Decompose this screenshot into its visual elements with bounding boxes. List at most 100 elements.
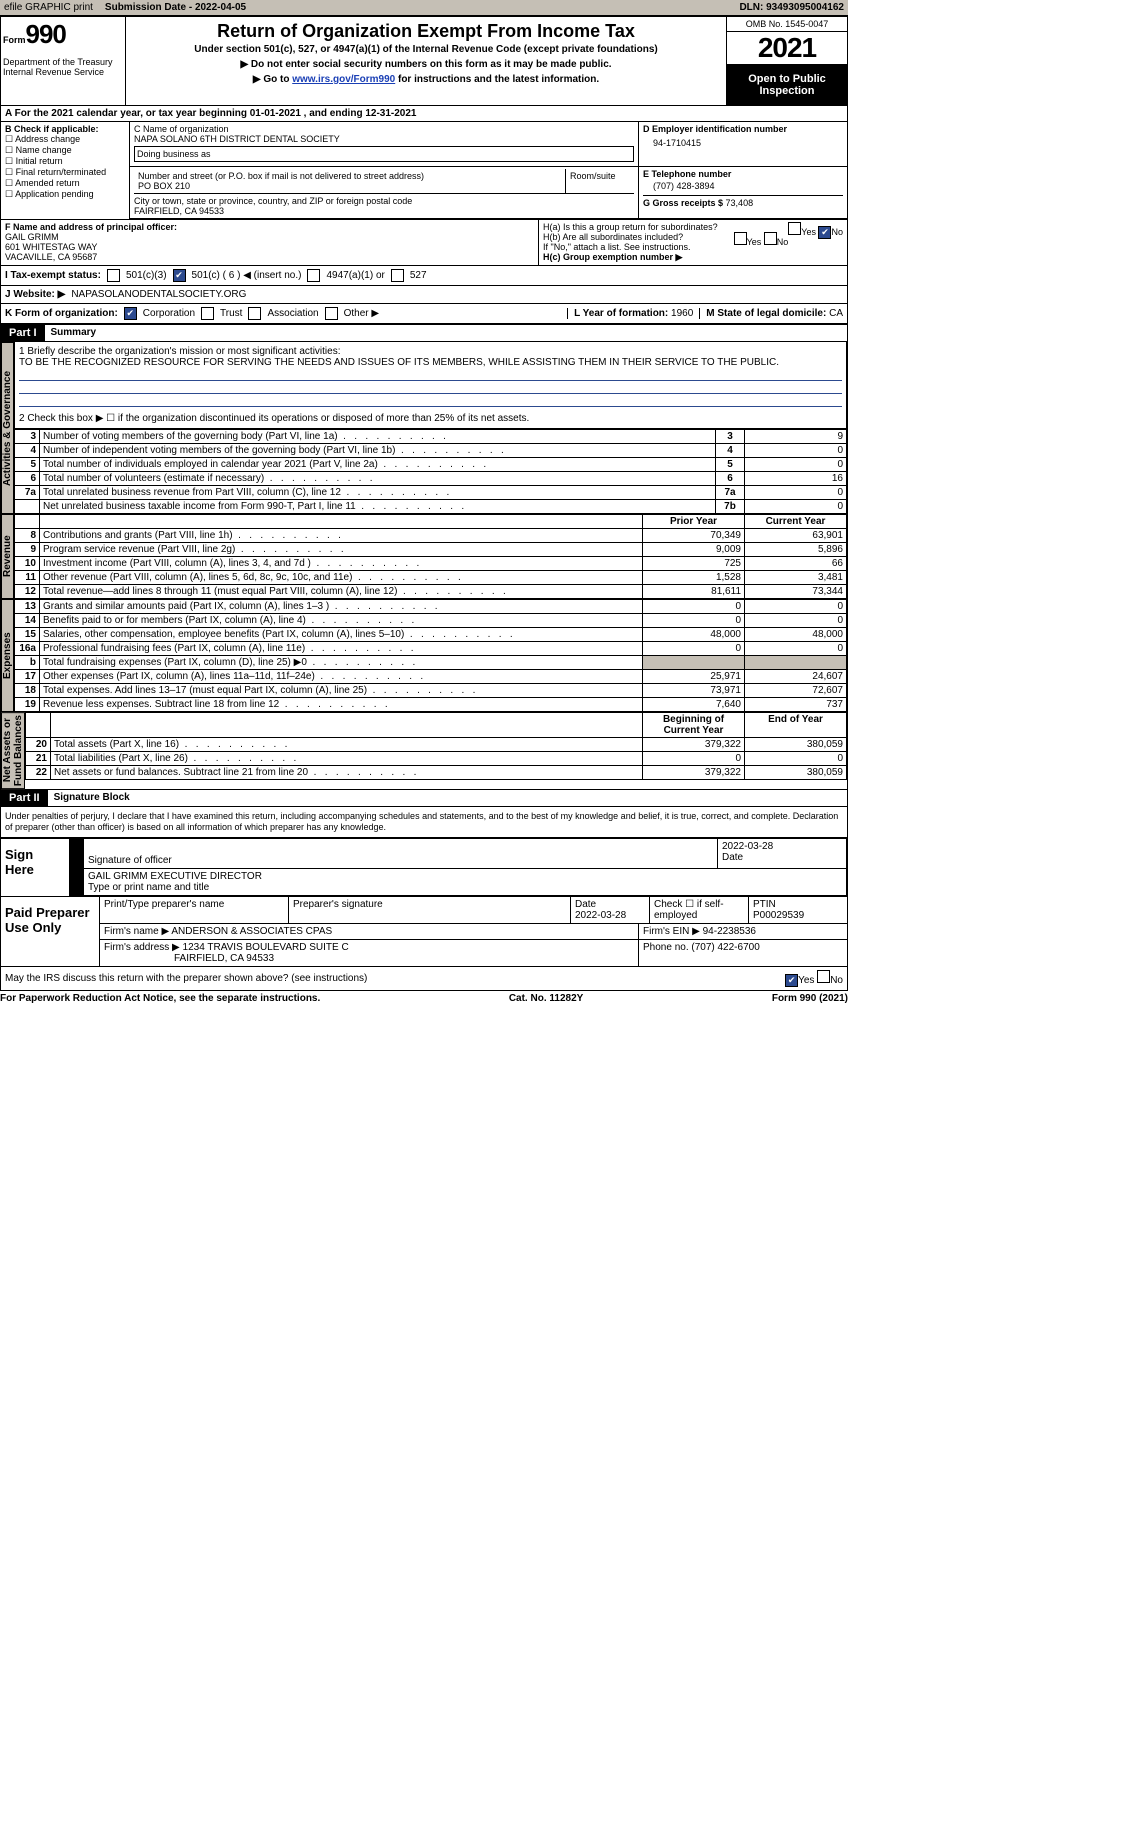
hb-yes[interactable]	[734, 232, 747, 245]
table-row: 19Revenue less expenses. Subtract line 1…	[15, 698, 847, 712]
cb-pending[interactable]: ☐ Application pending	[5, 189, 125, 200]
cb-4947[interactable]	[307, 269, 320, 282]
cb-final[interactable]: ☐ Final return/terminated	[5, 167, 125, 178]
cb-amended[interactable]: ☐ Amended return	[5, 178, 125, 189]
header-right: OMB No. 1545-0047 2021 Open to Public In…	[727, 17, 847, 105]
table-expenses: 13Grants and similar amounts paid (Part …	[14, 599, 847, 712]
mission-text: TO BE THE RECOGNIZED RESOURCE FOR SERVIN…	[19, 357, 842, 368]
header-mid: Return of Organization Exempt From Incom…	[126, 17, 727, 105]
discuss-row: May the IRS discuss this return with the…	[0, 967, 848, 991]
table-row: 11Other revenue (Part VIII, column (A), …	[15, 571, 847, 585]
cb-initial[interactable]: ☐ Initial return	[5, 156, 125, 167]
cb-address[interactable]: ☐ Address change	[5, 134, 125, 145]
entity-block: B Check if applicable: ☐ Address change …	[0, 122, 848, 220]
cb-501c[interactable]: ✔	[173, 269, 186, 282]
ptin: P00029539	[753, 910, 804, 921]
signer-name: GAIL GRIMM EXECUTIVE DIRECTOR	[88, 871, 842, 882]
sign-date: 2022-03-28	[722, 841, 842, 852]
cb-name[interactable]: ☐ Name change	[5, 145, 125, 156]
header-left: Form990 Department of the Treasury Inter…	[1, 17, 126, 105]
discuss-yes[interactable]: ✔	[785, 974, 798, 987]
tab-expenses: Expenses	[1, 599, 14, 712]
arrow-icon	[70, 869, 84, 895]
year-formation: 1960	[671, 308, 693, 319]
table-row: 15Salaries, other compensation, employee…	[15, 628, 847, 642]
table-row: 13Grants and similar amounts paid (Part …	[15, 600, 847, 614]
tax-status-row: I Tax-exempt status: 501(c)(3) ✔501(c) (…	[0, 266, 848, 286]
open-public-badge: Open to Public Inspection	[727, 65, 847, 105]
paid-preparer: Paid Preparer Use Only Print/Type prepar…	[0, 897, 848, 967]
table-row: Net unrelated business taxable income fr…	[15, 500, 847, 514]
ha-no[interactable]: ✔	[818, 226, 831, 239]
tab-netassets: Net Assets or Fund Balances	[1, 712, 25, 789]
address-box: Number and street (or P.O. box if mail i…	[130, 167, 639, 218]
table-row: 6Total number of volunteers (estimate if…	[15, 472, 847, 486]
hb-no[interactable]	[764, 232, 777, 245]
tax-year: 2021	[727, 32, 847, 65]
ein-box: D Employer identification number 94-1710…	[639, 122, 847, 166]
irs-link[interactable]: www.irs.gov/Form990	[292, 74, 395, 85]
section-revenue: Revenue Prior YearCurrent Year 8Contribu…	[0, 514, 848, 599]
instruction-2: ▶ Go to www.irs.gov/Form990 for instruct…	[134, 74, 718, 85]
form-subtitle: Under section 501(c), 527, or 4947(a)(1)…	[134, 44, 718, 55]
form-of-org-row: K Form of organization: ✔Corporation Tru…	[0, 304, 848, 324]
dba-label: Doing business as	[137, 149, 631, 159]
firm-name: ANDERSON & ASSOCIATES CPAS	[171, 926, 332, 937]
officer-row: F Name and address of principal officer:…	[0, 220, 848, 266]
website-url: NAPASOLANODENTALSOCIETY.ORG	[71, 289, 246, 300]
table-row: 18Total expenses. Add lines 13–17 (must …	[15, 684, 847, 698]
firm-ein: 94-2238536	[703, 926, 756, 937]
section-expenses: Expenses 13Grants and similar amounts pa…	[0, 599, 848, 712]
efile-label: efile GRAPHIC print	[4, 2, 93, 13]
dln: DLN: 93493095004162	[739, 2, 844, 13]
table-row: 8Contributions and grants (Part VIII, li…	[15, 529, 847, 543]
org-name-box: C Name of organization NAPA SOLANO 6TH D…	[130, 122, 639, 166]
table-row: 9Program service revenue (Part VIII, lin…	[15, 543, 847, 557]
table-row: 7aTotal unrelated business revenue from …	[15, 486, 847, 500]
ha-yes[interactable]	[788, 222, 801, 235]
state-domicile: CA	[829, 308, 843, 319]
part1-header: Part I Summary	[0, 324, 848, 342]
omb-number: OMB No. 1545-0047	[727, 17, 847, 32]
gross-receipts: 73,408	[726, 198, 754, 208]
discuss-no[interactable]	[817, 970, 830, 983]
cb-527[interactable]	[391, 269, 404, 282]
arrow-icon	[70, 839, 84, 868]
footer: For Paperwork Reduction Act Notice, see …	[0, 991, 848, 1006]
group-exemption: H(c) Group exemption number ▶	[543, 252, 843, 263]
table-row: 17Other expenses (Part IX, column (A), l…	[15, 670, 847, 684]
instruction-1: ▶ Do not enter social security numbers o…	[134, 59, 718, 70]
cb-trust[interactable]	[201, 307, 214, 320]
table-row: 21Total liabilities (Part X, line 26)00	[26, 752, 847, 766]
mission-box: 1 Briefly describe the organization's mi…	[14, 342, 847, 429]
firm-phone: (707) 422-6700	[691, 942, 759, 953]
form-title: Return of Organization Exempt From Incom…	[134, 21, 718, 42]
room-label: Room/suite	[566, 169, 634, 193]
table-row: 22Net assets or fund balances. Subtract …	[26, 766, 847, 780]
toolbar: efile GRAPHIC print Submission Date - 20…	[0, 0, 848, 16]
sign-here: Sign Here Signature of officer 2022-03-2…	[0, 838, 848, 897]
org-name: NAPA SOLANO 6TH DISTRICT DENTAL SOCIETY	[134, 134, 634, 144]
tax-period: A For the 2021 calendar year, or tax yea…	[0, 106, 848, 122]
table-netassets: Beginning of Current YearEnd of Year 20T…	[25, 712, 847, 780]
tab-revenue: Revenue	[1, 514, 14, 599]
table-row: 14Benefits paid to or for members (Part …	[15, 614, 847, 628]
section-activities: Activities & Governance 1 Briefly descri…	[0, 342, 848, 514]
table-row: 12Total revenue—add lines 8 through 11 (…	[15, 585, 847, 599]
penalty-text: Under penalties of perjury, I declare th…	[0, 807, 848, 838]
table-row: 4Number of independent voting members of…	[15, 444, 847, 458]
city-state-zip: FAIRFIELD, CA 94533	[134, 206, 634, 216]
cb-corp[interactable]: ✔	[124, 307, 137, 320]
cb-assoc[interactable]	[248, 307, 261, 320]
prep-date: 2022-03-28	[575, 910, 626, 921]
table-row: bTotal fundraising expenses (Part IX, co…	[15, 656, 847, 670]
submission-date: Submission Date - 2022-04-05	[105, 2, 246, 13]
officer-name: GAIL GRIMM	[5, 232, 534, 242]
ein-value: 94-1710415	[643, 134, 843, 148]
form-header: Form990 Department of the Treasury Inter…	[0, 16, 848, 106]
form-ref: Form 990 (2021)	[772, 993, 848, 1004]
cb-501c3[interactable]	[107, 269, 120, 282]
firm-addr: 1234 TRAVIS BOULEVARD SUITE C	[183, 942, 349, 953]
website-row: J Website: ▶ NAPASOLANODENTALSOCIETY.ORG	[0, 286, 848, 304]
cb-other[interactable]	[325, 307, 338, 320]
